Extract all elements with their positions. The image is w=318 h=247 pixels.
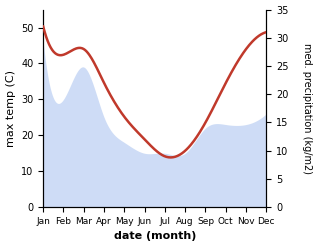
Y-axis label: max temp (C): max temp (C)	[5, 70, 16, 147]
X-axis label: date (month): date (month)	[114, 231, 196, 242]
Y-axis label: med. precipitation (kg/m2): med. precipitation (kg/m2)	[302, 43, 313, 174]
